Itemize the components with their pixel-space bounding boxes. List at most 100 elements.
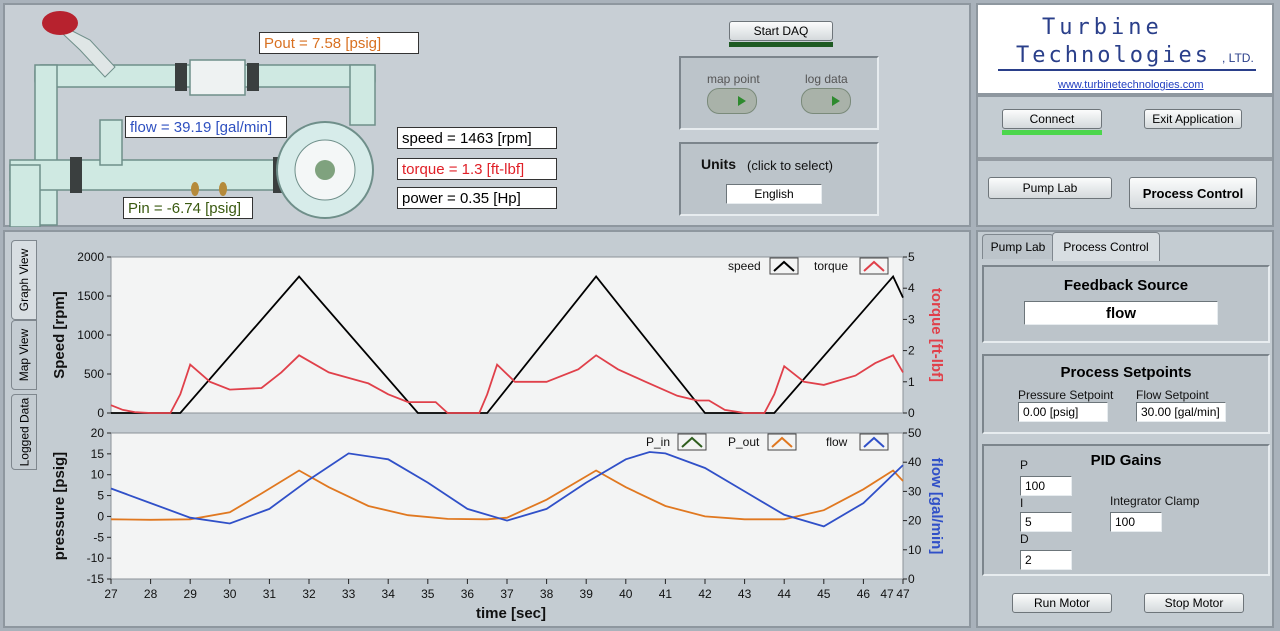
connect-button[interactable]: Connect: [1002, 109, 1102, 129]
tab-map-view[interactable]: Map View: [11, 320, 37, 390]
legend-label: P_out: [728, 435, 760, 449]
y-tick-label: 0: [97, 509, 104, 523]
x-tick-label: 44: [778, 587, 792, 601]
i-gain-input[interactable]: 5: [1020, 512, 1072, 532]
pin-readout: Pin = -6.74 [psig]: [123, 197, 253, 219]
graph-panel: Graph View Map View Logged Data 2000 1500…: [3, 230, 971, 628]
y2-tick-label: 1: [908, 375, 915, 389]
x-tick-label: 28: [144, 587, 158, 601]
tab-process-control-label: Process Control: [1063, 240, 1149, 254]
x-tick-label: 27: [104, 587, 118, 601]
log-data-button[interactable]: [801, 88, 851, 114]
y-tick-label: 1500: [77, 289, 104, 303]
y2-tick-label: 30: [908, 484, 922, 498]
play-arrow-icon: [738, 96, 746, 106]
pump-schematic: [9, 11, 376, 227]
y-tick-label: 20: [91, 426, 105, 440]
run-motor-button[interactable]: Run Motor: [1012, 593, 1112, 613]
process-control-button[interactable]: Process Control: [1129, 177, 1257, 209]
valve-handle-icon: [42, 11, 78, 35]
integrator-clamp-input[interactable]: 100: [1110, 512, 1162, 532]
y2-tick-label: 10: [908, 543, 922, 557]
x-tick-label: 37: [500, 587, 514, 601]
y-axis-label: Speed [rpm]: [51, 291, 68, 379]
stop-motor-button[interactable]: Stop Motor: [1144, 593, 1244, 613]
x-tick-label: 39: [580, 587, 594, 601]
x-axis-label: time [sec]: [476, 605, 546, 622]
tab-logged-data[interactable]: Logged Data: [11, 394, 37, 470]
y2-tick-label: 50: [908, 426, 922, 440]
daq-actions-group: map point log data: [679, 56, 879, 130]
feedback-source-select[interactable]: flow: [1024, 301, 1218, 325]
y-tick-label: 5: [97, 489, 104, 503]
logo-line1: Turbine: [1042, 15, 1163, 40]
flow-setpoint-label: Flow Setpoint: [1136, 388, 1209, 402]
y2-tick-label: 4: [908, 281, 915, 295]
units-hint: (click to select): [747, 158, 833, 173]
legend-line: [863, 436, 885, 448]
tab-graph-view[interactable]: Graph View: [11, 240, 37, 320]
tab-graph-view-label: Graph View: [17, 248, 32, 312]
y-tick-label: 2000: [77, 250, 104, 264]
x-tick-label: 31: [263, 587, 277, 601]
legend-line: [681, 436, 703, 448]
legend-swatch: [859, 433, 889, 451]
flow-setpoint-input[interactable]: 30.00 [gal/min]: [1136, 402, 1226, 422]
divider: [978, 157, 1272, 161]
map-point-label: map point: [707, 72, 760, 86]
tab-process-control[interactable]: Process Control: [1052, 232, 1160, 261]
logo-suffix: , LTD.: [1222, 51, 1254, 65]
x-tick-label: 40: [619, 587, 633, 601]
control-panel: Connect Exit Application Pump Lab Proces…: [976, 95, 1274, 227]
pressure-setpoint-label: Pressure Setpoint: [1018, 388, 1114, 402]
y-tick-label: 10: [91, 468, 105, 482]
x-tick-label: 34: [382, 587, 396, 601]
setpoints-title: Process Setpoints: [1060, 364, 1192, 381]
power-readout: power = 0.35 [Hp]: [397, 187, 557, 209]
x-tick-label: 32: [302, 587, 316, 601]
process-control-panel: Pump Lab Process Control Feedback Source…: [976, 230, 1274, 628]
feedback-source-group: Feedback Source flow: [982, 265, 1270, 343]
legend-line: [773, 260, 795, 272]
daq-indicator: [729, 42, 833, 47]
y2-axis-label: torque [ft-lbf]: [928, 288, 945, 382]
legend-label: P_in: [646, 435, 670, 449]
d-gain-input[interactable]: 2: [1020, 550, 1072, 570]
y-tick-label: 1000: [77, 328, 104, 342]
units-title: Units: [701, 156, 736, 172]
map-point-button[interactable]: [707, 88, 757, 114]
y2-tick-label: 3: [908, 312, 915, 326]
units-group: Units (click to select) English: [679, 142, 879, 216]
pressure-setpoint-input[interactable]: 0.00 [psig]: [1018, 402, 1108, 422]
p-label: P: [1020, 458, 1029, 472]
x-tick-label: 43: [738, 587, 752, 601]
legend-swatch: [859, 257, 889, 275]
pid-title: PID Gains: [1090, 452, 1162, 469]
y-tick-label: 500: [84, 367, 104, 381]
x-tick-label: 36: [461, 587, 475, 601]
pump-lab-button[interactable]: Pump Lab: [988, 177, 1112, 199]
x-tick-label: 45: [817, 587, 831, 601]
tab-pump-lab[interactable]: Pump Lab: [982, 234, 1054, 259]
y2-tick-label: 20: [908, 514, 922, 528]
x-tick-label: 38: [540, 587, 554, 601]
tab-logged-data-label: Logged Data: [17, 397, 32, 467]
series-line-flow: [110, 451, 904, 528]
website-link[interactable]: www.turbinetechnologies.com: [1058, 79, 1204, 91]
pid-gains-group: PID Gains P 100 I 5 D 2 Integrator Clamp…: [982, 444, 1270, 576]
p-gain-input[interactable]: 100: [1020, 476, 1072, 496]
torque-readout: torque = 1.3 [ft-lbf]: [397, 158, 557, 180]
y-tick-label: -15: [87, 572, 105, 586]
y2-tick-label: 2: [908, 344, 915, 358]
start-daq-button[interactable]: Start DAQ: [729, 21, 833, 41]
y-tick-label: 0: [97, 406, 104, 420]
legend-swatch: [767, 433, 797, 451]
y2-tick-label: 40: [908, 455, 922, 469]
x-tick-label: 33: [342, 587, 356, 601]
d-label: D: [1020, 532, 1029, 546]
exit-application-button[interactable]: Exit Application: [1144, 109, 1242, 129]
process-setpoints-group: Process Setpoints Pressure Setpoint Flow…: [982, 354, 1270, 434]
legend-line: [863, 260, 885, 272]
units-select[interactable]: English: [726, 184, 822, 204]
